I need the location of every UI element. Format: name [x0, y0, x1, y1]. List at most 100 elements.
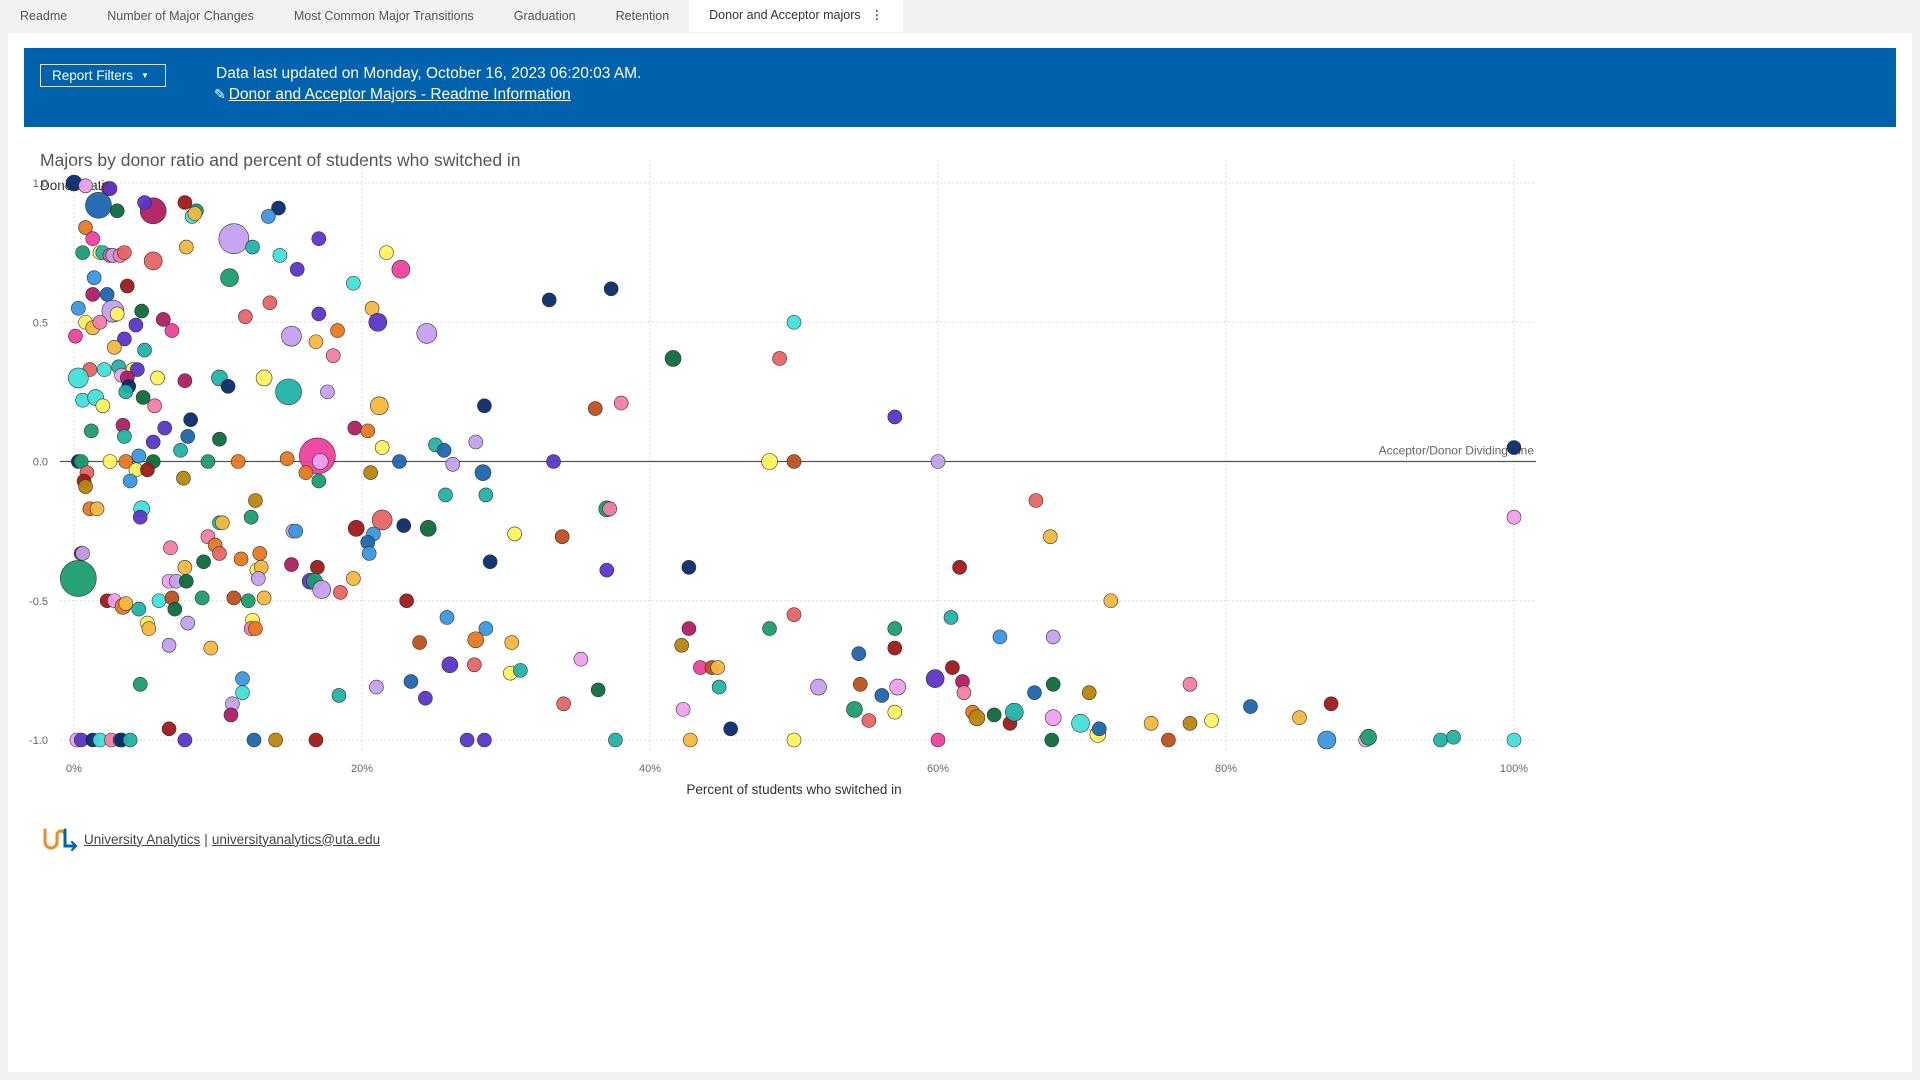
data-point[interactable]	[196, 554, 211, 570]
data-point[interactable]	[60, 560, 97, 597]
data-point[interactable]	[109, 306, 125, 322]
data-point[interactable]	[251, 571, 266, 586]
data-point[interactable]	[89, 501, 105, 517]
data-point[interactable]	[887, 409, 903, 425]
data-point[interactable]	[187, 206, 203, 221]
data-point[interactable]	[477, 732, 492, 748]
data-point[interactable]	[889, 678, 906, 696]
data-point[interactable]	[1027, 685, 1042, 700]
data-point[interactable]	[360, 423, 376, 439]
data-point[interactable]	[379, 245, 394, 260]
data-point[interactable]	[246, 732, 262, 748]
data-point[interactable]	[482, 554, 498, 570]
data-point[interactable]	[602, 501, 617, 517]
data-point[interactable]	[786, 314, 802, 330]
data-point[interactable]	[1045, 629, 1061, 645]
data-point[interactable]	[1433, 732, 1448, 748]
data-point[interactable]	[1071, 713, 1090, 733]
data-point[interactable]	[235, 671, 250, 687]
data-point[interactable]	[554, 529, 570, 544]
data-point[interactable]	[75, 245, 90, 260]
data-point[interactable]	[248, 493, 263, 508]
data-point[interactable]	[418, 690, 433, 706]
data-point[interactable]	[173, 443, 188, 458]
data-point[interactable]	[320, 384, 335, 400]
data-point[interactable]	[261, 209, 276, 224]
data-point[interactable]	[132, 509, 148, 525]
data-point[interactable]	[1161, 732, 1176, 748]
data-point[interactable]	[122, 732, 138, 748]
data-point[interactable]	[786, 454, 802, 469]
data-point[interactable]	[311, 231, 327, 246]
data-point[interactable]	[83, 423, 99, 439]
data-point[interactable]	[141, 621, 157, 636]
data-point[interactable]	[155, 312, 171, 327]
data-point[interactable]	[887, 704, 903, 720]
data-point[interactable]	[416, 323, 438, 344]
data-point[interactable]	[284, 557, 299, 572]
data-point[interactable]	[468, 434, 484, 450]
data-point[interactable]	[1323, 696, 1339, 712]
data-point[interactable]	[1103, 593, 1119, 609]
data-point[interactable]	[968, 709, 986, 727]
data-point[interactable]	[212, 431, 227, 447]
data-point[interactable]	[143, 251, 163, 271]
data-point[interactable]	[235, 685, 250, 700]
data-point[interactable]	[275, 378, 302, 406]
data-point[interactable]	[238, 309, 253, 324]
data-point[interactable]	[438, 487, 453, 503]
data-point[interactable]	[176, 470, 191, 486]
data-point[interactable]	[312, 580, 331, 599]
data-point[interactable]	[130, 362, 145, 377]
data-point[interactable]	[599, 562, 615, 578]
data-point[interactable]	[180, 615, 196, 631]
data-point[interactable]	[1446, 729, 1461, 745]
data-point[interactable]	[85, 287, 101, 302]
data-point[interactable]	[78, 178, 93, 194]
data-point[interactable]	[230, 454, 246, 469]
data-point[interactable]	[723, 721, 738, 737]
data-point[interactable]	[1091, 721, 1107, 737]
data-point[interactable]	[361, 546, 377, 561]
data-point[interactable]	[102, 181, 118, 196]
data-point[interactable]	[86, 270, 102, 285]
data-point[interactable]	[412, 635, 427, 650]
data-point[interactable]	[164, 323, 180, 338]
data-point[interactable]	[851, 646, 867, 661]
data-point[interactable]	[1204, 713, 1219, 728]
data-point[interactable]	[243, 509, 259, 525]
data-point[interactable]	[117, 331, 132, 347]
data-point[interactable]	[445, 456, 461, 472]
data-point[interactable]	[541, 292, 557, 308]
data-point[interactable]	[333, 585, 348, 600]
data-point[interactable]	[78, 479, 93, 494]
data-point[interactable]	[369, 679, 384, 695]
data-point[interactable]	[272, 248, 288, 263]
data-point[interactable]	[177, 560, 193, 575]
data-point[interactable]	[135, 390, 151, 405]
data-point[interactable]	[85, 231, 101, 246]
data-point[interactable]	[220, 268, 239, 287]
data-point[interactable]	[1143, 715, 1159, 731]
data-point[interactable]	[459, 732, 475, 748]
data-point[interactable]	[396, 518, 412, 533]
data-point[interactable]	[887, 621, 903, 636]
data-point[interactable]	[346, 571, 361, 586]
data-point[interactable]	[150, 370, 165, 386]
data-point[interactable]	[371, 509, 393, 531]
data-point[interactable]	[613, 395, 629, 411]
data-point[interactable]	[99, 287, 115, 302]
data-point[interactable]	[177, 373, 193, 389]
data-point[interactable]	[374, 440, 390, 455]
data-point[interactable]	[956, 685, 972, 700]
data-point[interactable]	[255, 369, 273, 387]
data-point[interactable]	[68, 367, 89, 389]
data-point[interactable]	[308, 334, 324, 350]
university-analytics-link[interactable]: University Analytics	[84, 831, 201, 847]
data-point[interactable]	[134, 303, 149, 319]
data-point[interactable]	[710, 660, 725, 675]
data-point[interactable]	[226, 590, 242, 606]
data-point[interactable]	[786, 732, 802, 748]
data-point[interactable]	[331, 688, 347, 703]
data-point[interactable]	[681, 621, 697, 636]
